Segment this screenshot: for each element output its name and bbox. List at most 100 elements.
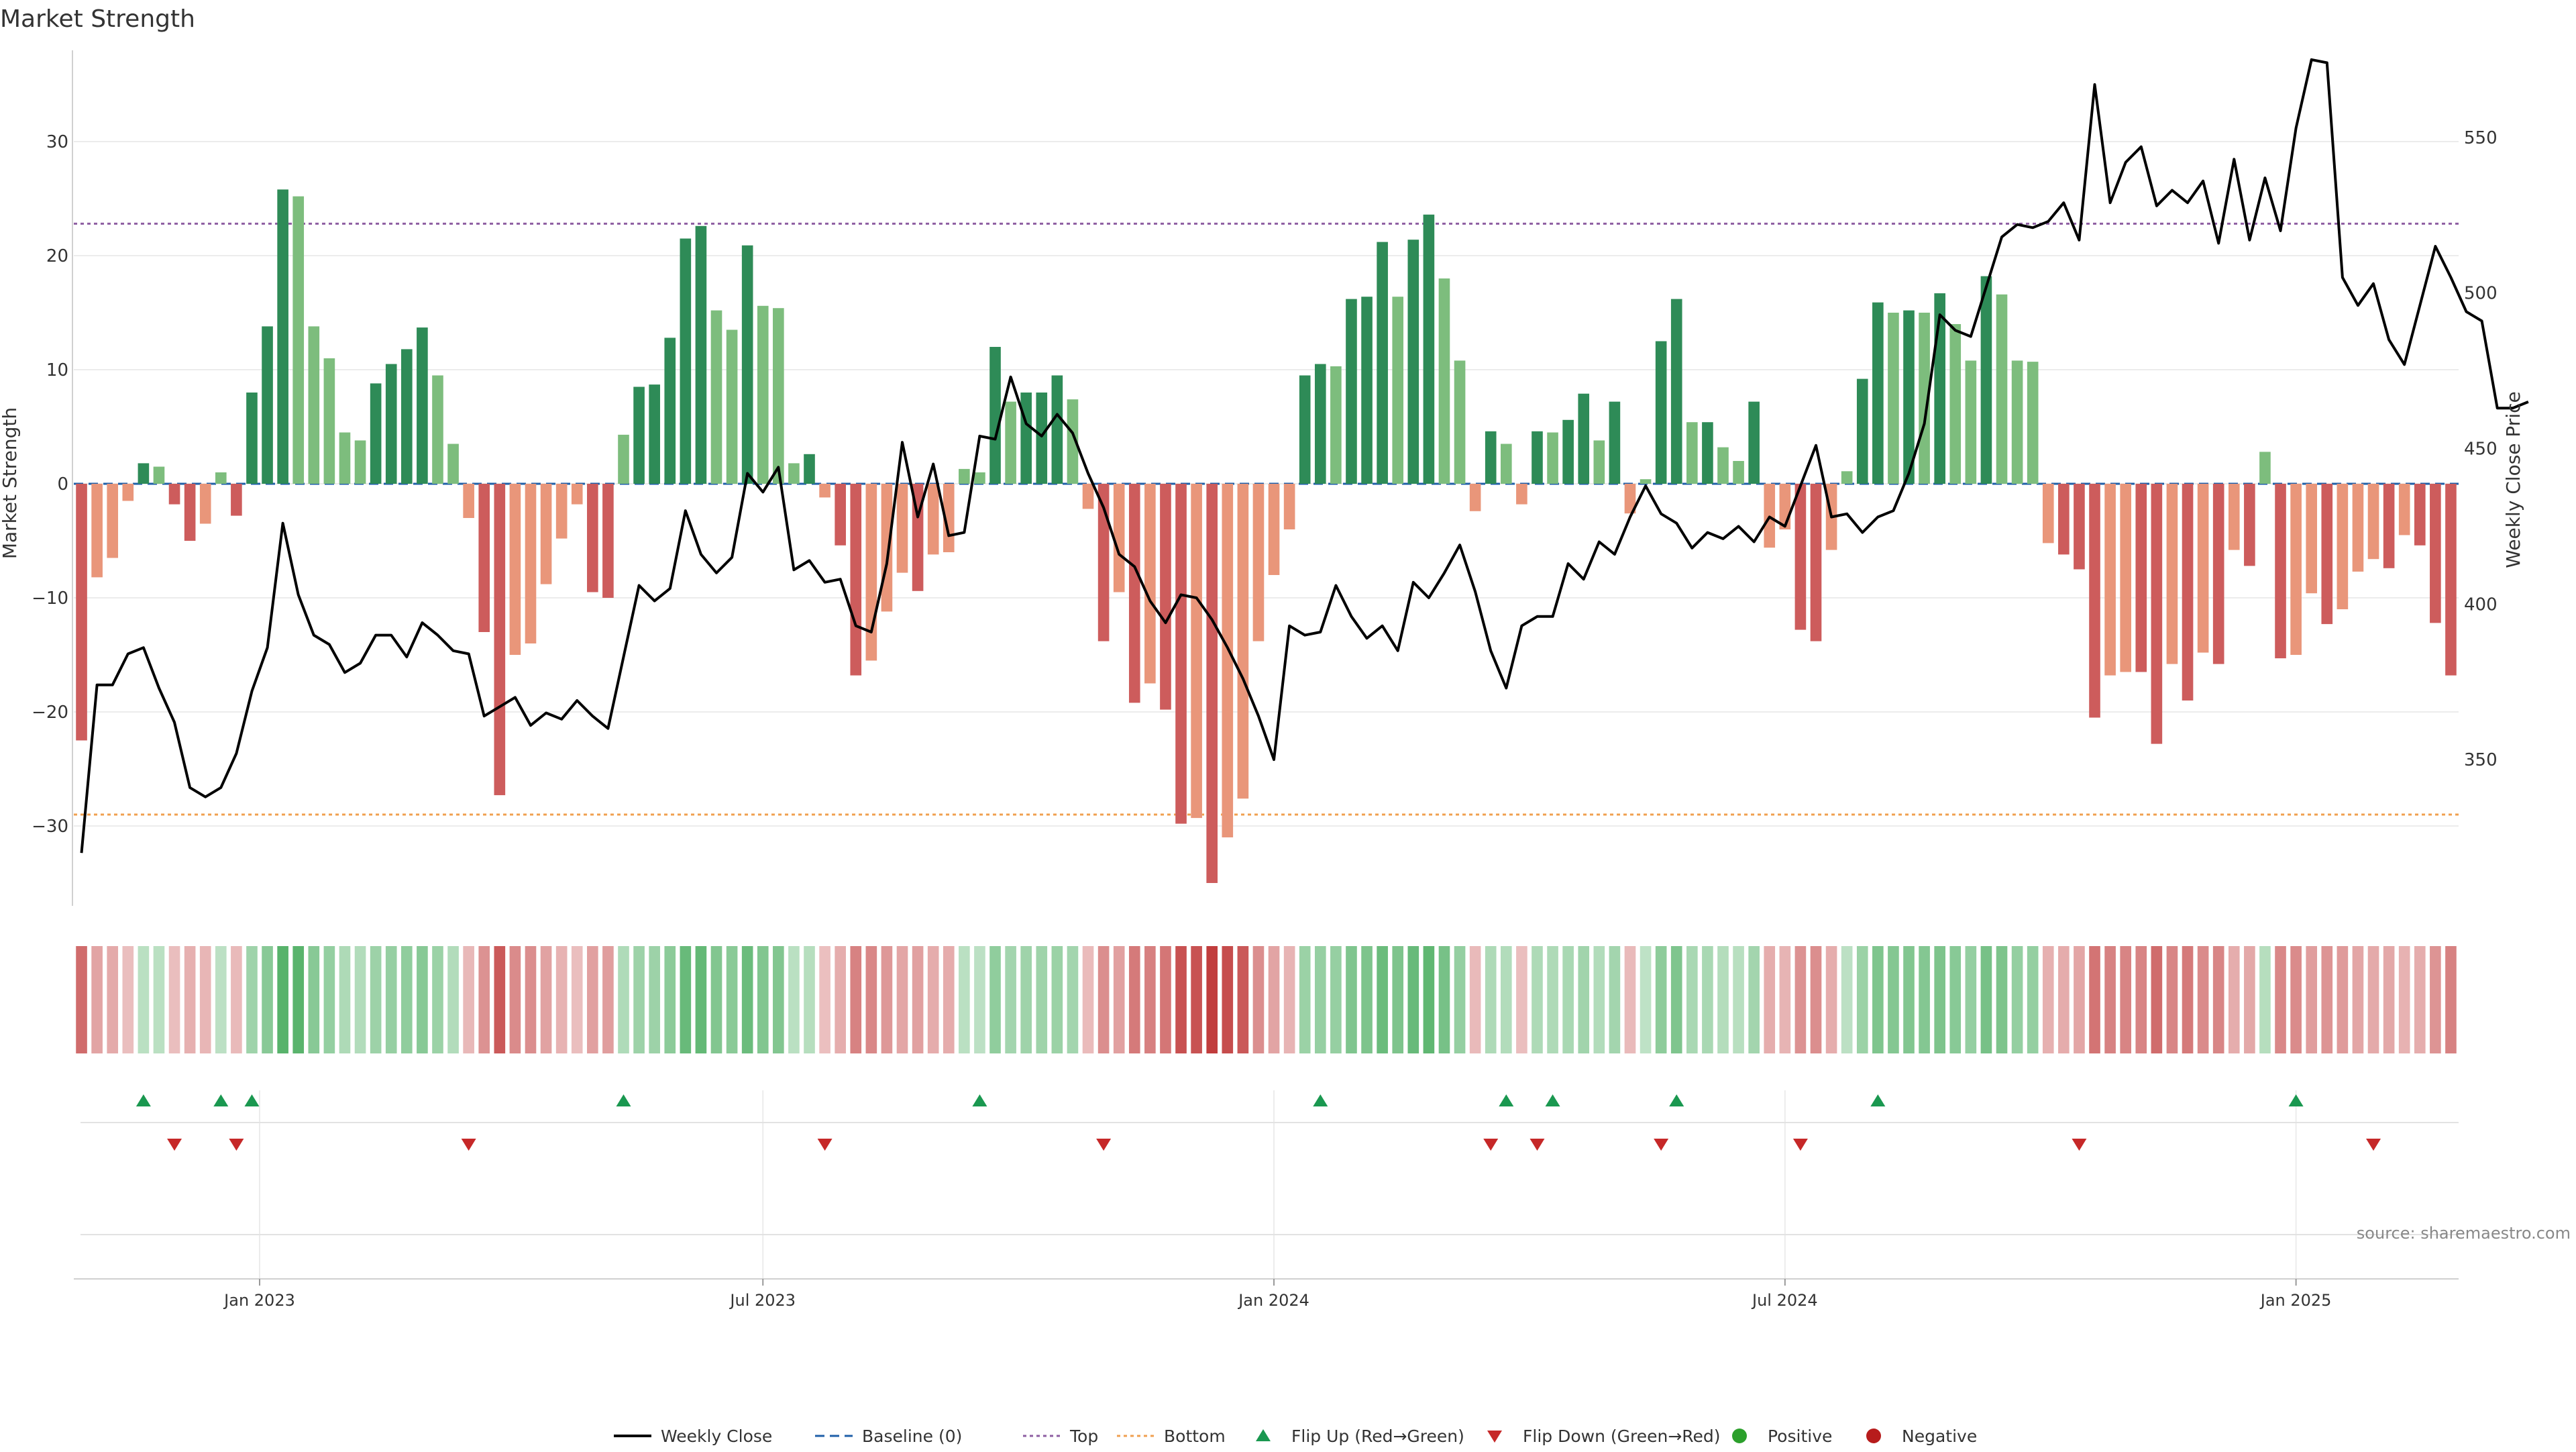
heat-cell xyxy=(2166,946,2178,1053)
x-axis: Jan 2023 Jul 2023 Jan 2024 Jul 2024 Jan 2025… xyxy=(74,1278,2459,1310)
strength-bar xyxy=(509,484,521,655)
heat-cell xyxy=(1888,946,1899,1053)
strength-bar xyxy=(107,484,119,558)
strength-bar xyxy=(370,383,382,484)
heat-cell xyxy=(308,946,320,1053)
heat-cell xyxy=(1330,946,1342,1053)
strength-bar xyxy=(2212,484,2224,664)
strength-bar xyxy=(1903,310,1915,484)
heat-cell xyxy=(2228,946,2240,1053)
heat-cell xyxy=(1609,946,1621,1053)
heat-cell xyxy=(1686,946,1698,1053)
strength-heat-strip xyxy=(76,946,2457,1053)
strength-bar xyxy=(757,305,769,484)
strength-bar xyxy=(1407,240,1419,484)
legend-label: Flip Up (Red→Green) xyxy=(1291,1427,1464,1446)
strength-bar xyxy=(959,468,970,484)
y-right-tick-label: 400 xyxy=(2464,594,2498,615)
heat-cell xyxy=(1640,946,1652,1053)
heat-cell xyxy=(1036,946,1048,1053)
heat-cell xyxy=(2337,946,2349,1053)
strength-bar xyxy=(695,225,707,484)
heat-cell xyxy=(989,946,1001,1053)
strength-bar xyxy=(1516,484,1527,505)
heat-cell xyxy=(138,946,150,1053)
strength-bar xyxy=(680,238,692,484)
strength-bar xyxy=(649,384,660,484)
strength-bar xyxy=(1500,444,1512,484)
strength-bar xyxy=(138,463,150,484)
heat-cell xyxy=(912,946,924,1053)
strength-bar xyxy=(1377,242,1388,484)
heat-cell xyxy=(153,946,165,1053)
heat-cell xyxy=(1175,946,1187,1053)
strength-bar xyxy=(1423,214,1435,484)
strength-bar xyxy=(447,444,459,484)
strength-bar xyxy=(1128,484,1140,703)
strength-bar xyxy=(927,484,939,555)
strength-bar xyxy=(1532,431,1543,484)
flip-down-marker xyxy=(2366,1139,2381,1151)
legend-item: Flip Up (Red→Green) xyxy=(1256,1427,1464,1446)
heat-cell xyxy=(633,946,645,1053)
heat-cell xyxy=(835,946,846,1053)
strength-bar xyxy=(773,308,784,484)
strength-bar xyxy=(1051,375,1063,484)
strength-bar xyxy=(231,484,242,516)
heat-cell xyxy=(1532,946,1543,1053)
legend-label: Negative xyxy=(1902,1427,1977,1446)
strength-bar xyxy=(1748,401,1760,484)
heat-cell xyxy=(215,946,227,1053)
strength-bar xyxy=(215,472,227,484)
strength-bar xyxy=(323,358,335,484)
heat-cell xyxy=(1733,946,1744,1053)
heat-cell xyxy=(1423,946,1435,1053)
heat-cell xyxy=(432,946,443,1053)
strength-bar xyxy=(292,196,305,484)
heat-cell xyxy=(339,946,351,1053)
heat-cell xyxy=(478,946,490,1053)
legend-label: Positive xyxy=(1768,1427,1832,1446)
heat-cell xyxy=(525,946,537,1053)
strength-bar xyxy=(2398,484,2410,535)
flip-up-marker xyxy=(213,1094,229,1106)
strength-bar xyxy=(2244,484,2255,566)
heat-cell xyxy=(292,946,305,1053)
heat-cell xyxy=(2058,946,2070,1053)
strength-bar xyxy=(76,484,87,741)
y-axis-right-label: Weekly Close Price xyxy=(2502,391,2524,568)
strength-bar xyxy=(1949,324,1962,484)
strength-bar xyxy=(664,338,676,484)
heat-cell xyxy=(1578,946,1590,1053)
heat-cell xyxy=(1810,946,1822,1053)
strength-bar xyxy=(385,364,397,484)
strength-bar xyxy=(1485,431,1497,484)
y-left-tick-label: −30 xyxy=(32,817,68,837)
y-axis-left-label: Market Strength xyxy=(0,407,21,559)
heat-cell xyxy=(2383,946,2395,1053)
x-tick-label: Jan 2023 xyxy=(223,1291,295,1310)
heat-cell xyxy=(1779,946,1791,1053)
heat-cell xyxy=(1593,946,1605,1053)
strength-bar xyxy=(2120,484,2131,672)
strength-bar xyxy=(1067,399,1079,484)
strength-bar xyxy=(463,484,474,518)
legend-item: Flip Down (Green→Red) xyxy=(1487,1427,1721,1446)
strength-bar xyxy=(1980,276,1992,484)
flip-down-marker xyxy=(1654,1139,1669,1151)
flip-down-marker xyxy=(1792,1139,1808,1151)
heat-cell xyxy=(788,946,800,1053)
legend-item: Weekly Close xyxy=(614,1427,772,1446)
legend-swatch-positive xyxy=(1732,1429,1747,1443)
strength-bar xyxy=(1392,297,1404,484)
strength-bar xyxy=(2367,484,2379,560)
x-tick-label: Jan 2024 xyxy=(1237,1291,1309,1310)
heat-cell xyxy=(1980,946,1992,1053)
heat-cell xyxy=(1469,946,1481,1053)
heat-cell xyxy=(2027,946,2039,1053)
strength-bar xyxy=(308,326,320,484)
heat-cell xyxy=(1949,946,1962,1053)
legend-swatch-flip-up xyxy=(1256,1429,1271,1441)
legend-item: Top xyxy=(1023,1427,1098,1446)
